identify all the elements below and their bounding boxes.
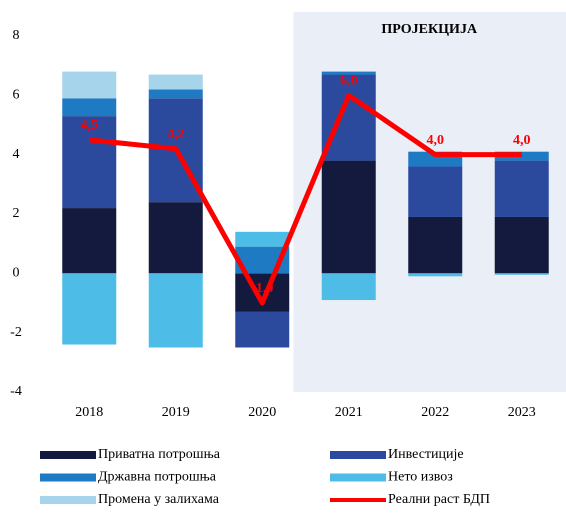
bar-segment <box>494 160 549 217</box>
legend-swatch <box>40 496 96 504</box>
legend-swatch <box>330 473 386 482</box>
legend-label: Инвестиције <box>388 447 464 462</box>
bar-segment <box>494 216 549 274</box>
bar-segment <box>148 202 203 274</box>
y-tick-label: -4 <box>10 384 22 399</box>
data-label: 4,0 <box>513 133 531 148</box>
legend-label: Државна потрошња <box>98 470 217 485</box>
x-tick-label: 2019 <box>162 405 190 420</box>
x-tick-label: 2021 <box>335 405 363 420</box>
legend-swatch <box>330 451 386 459</box>
legend-label: Приватна потрошња <box>98 447 221 462</box>
bar-segment <box>321 273 376 301</box>
data-label: 6,0 <box>340 74 358 89</box>
bar-segment <box>321 71 376 75</box>
y-tick-label: 6 <box>13 88 20 103</box>
bar-segment <box>408 166 463 217</box>
bar-segment <box>321 74 376 161</box>
line <box>88 92 522 306</box>
legend-label: Промена у залихама <box>98 492 220 507</box>
bar-segment <box>62 116 117 209</box>
legend-label: Нето извоз <box>388 470 453 485</box>
legend-label: Реални раст БДП <box>388 492 490 507</box>
x-tick-label: 2023 <box>508 405 536 420</box>
y-tick-label: 0 <box>13 266 20 281</box>
bar-segment <box>408 216 463 274</box>
x-tick-label: 2020 <box>248 405 276 420</box>
bar-segment <box>148 273 203 348</box>
bar-segment <box>408 273 463 277</box>
bar-segment <box>494 273 549 275</box>
y-tick-label: -2 <box>10 325 22 340</box>
x-tick-label: 2018 <box>75 405 103 420</box>
bar-segment <box>62 273 117 345</box>
legend-swatch <box>40 473 96 482</box>
data-label: 4,5 <box>81 118 99 133</box>
y-tick-label: 4 <box>13 147 20 162</box>
data-label: -1,0 <box>251 281 273 296</box>
y-tick-label: 8 <box>13 28 20 43</box>
projection-label: ПРОЈЕКЦИЈА <box>381 22 478 37</box>
data-label: 4,2 <box>167 127 185 142</box>
bar-segment <box>62 208 117 274</box>
bar-segment <box>148 89 203 99</box>
bar-segment <box>62 98 117 117</box>
bar-segment <box>235 231 290 247</box>
bar-segment <box>235 311 290 348</box>
x-tick-label: 2022 <box>421 405 449 420</box>
legend-swatch <box>40 451 96 459</box>
bar-segment <box>62 71 117 99</box>
y-tick-label: 2 <box>13 206 20 221</box>
bar-segment <box>148 74 203 90</box>
bar-segment <box>321 160 376 274</box>
data-label: 4,0 <box>427 133 445 148</box>
